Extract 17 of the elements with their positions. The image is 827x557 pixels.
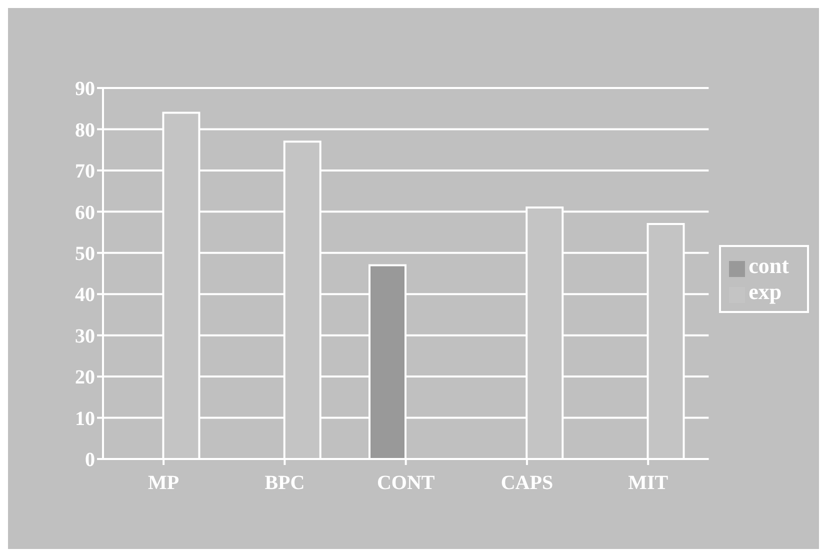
- y-tick-label: 0: [85, 449, 95, 472]
- x-tick-label: CONT: [376, 472, 436, 494]
- x-tick-label: MP: [148, 472, 180, 494]
- y-tick-label: 50: [75, 242, 95, 265]
- y-tick-label: 20: [75, 366, 95, 389]
- text: exp: [748, 278, 782, 304]
- y-tick-label: 90: [75, 78, 95, 100]
- y-tick-label: 70: [75, 160, 95, 183]
- y-tick-label: 10: [75, 408, 95, 430]
- x-tick-label: CAPS: [500, 472, 554, 494]
- y-tick-label: 80: [75, 119, 95, 142]
- y-tick-label: 30: [75, 325, 95, 348]
- legend-label: cont: [748, 252, 789, 278]
- y-tick-label: 60: [75, 202, 95, 224]
- x-tick-label: MIT: [628, 472, 669, 494]
- x-tick-label: BPC: [264, 472, 305, 494]
- y-tick-label: 40: [75, 284, 95, 306]
